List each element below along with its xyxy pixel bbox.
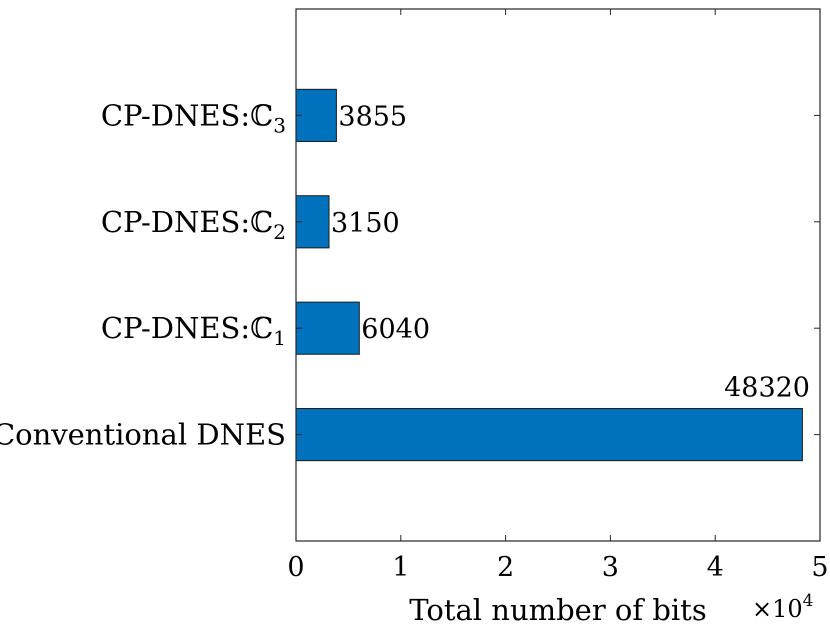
category-label-3: CP-DNES:ℂ2 bbox=[101, 205, 286, 244]
bar-1 bbox=[295, 408, 803, 462]
x-axis-multiplier-base: ×10 bbox=[752, 595, 803, 623]
plot-area-frame bbox=[295, 8, 821, 542]
x-axis-title: Total number of bits bbox=[409, 593, 706, 627]
value-label-1: 48320 bbox=[724, 373, 810, 404]
x-tick-label-4: 4 bbox=[707, 552, 724, 583]
x-tick-label-3: 3 bbox=[602, 552, 619, 583]
bar-4 bbox=[295, 88, 337, 142]
category-label-1: Conventional DNES bbox=[0, 418, 286, 452]
x-axis-multiplier: ×104 bbox=[752, 591, 813, 623]
x-tick-label-5: 5 bbox=[811, 552, 828, 583]
x-tick-label-0: 0 bbox=[287, 552, 304, 583]
labels-layer: Conventional DNES 48320 CP-DNES:ℂ1 6040 CP-D… bbox=[0, 98, 829, 583]
x-axis-multiplier-exponent: 4 bbox=[803, 591, 814, 611]
value-label-2: 6040 bbox=[361, 314, 430, 345]
x-tick-label-1: 1 bbox=[392, 552, 409, 583]
value-label-3: 3150 bbox=[331, 208, 400, 239]
bars-layer bbox=[295, 88, 803, 462]
category-label-4: CP-DNES:ℂ3 bbox=[101, 98, 286, 137]
category-label-2: CP-DNES:ℂ1 bbox=[101, 311, 286, 350]
ticks-layer bbox=[295, 9, 821, 541]
bar-2 bbox=[295, 301, 360, 355]
value-label-4: 3855 bbox=[338, 101, 407, 132]
x-tick-label-2: 2 bbox=[497, 552, 514, 583]
